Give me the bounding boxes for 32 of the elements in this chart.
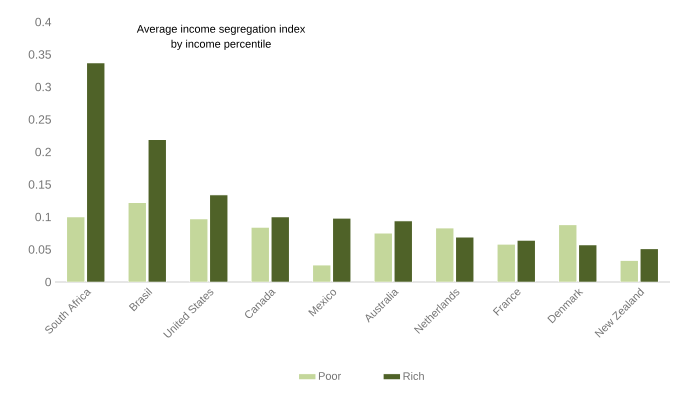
bar [394, 220, 413, 282]
y-tick-label: 0.35 [28, 50, 51, 59]
y-tick-label: 0.4 [35, 18, 52, 26]
bar [620, 260, 639, 282]
bar [578, 244, 598, 282]
bar [86, 62, 106, 282]
y-tick-label: 0.05 [28, 245, 51, 254]
bar [250, 227, 270, 282]
y-tick-label: 0.15 [28, 180, 51, 189]
bar [312, 264, 332, 282]
bar [332, 218, 352, 282]
bar [209, 194, 228, 282]
bar [374, 232, 393, 282]
legend-label: Rich [404, 372, 424, 380]
bar [496, 244, 516, 282]
y-tick-label: 0.25 [28, 115, 51, 124]
y-tick-label: 0.3 [35, 82, 51, 92]
bar [66, 216, 86, 282]
y-tick-label: 0.2 [35, 148, 51, 156]
y-tick-label: 0 [45, 278, 52, 286]
bar [640, 248, 659, 282]
bar [558, 224, 578, 282]
bar [455, 236, 474, 282]
bar [148, 139, 167, 282]
bar [128, 202, 147, 282]
bar [435, 228, 454, 282]
bar [270, 216, 290, 282]
legend-label: Poor [318, 372, 342, 380]
bar [516, 240, 536, 282]
bar [189, 218, 208, 282]
text: Average income segregation index by income percentile [136, 24, 306, 50]
y-tick-label: 0.1 [35, 212, 51, 222]
